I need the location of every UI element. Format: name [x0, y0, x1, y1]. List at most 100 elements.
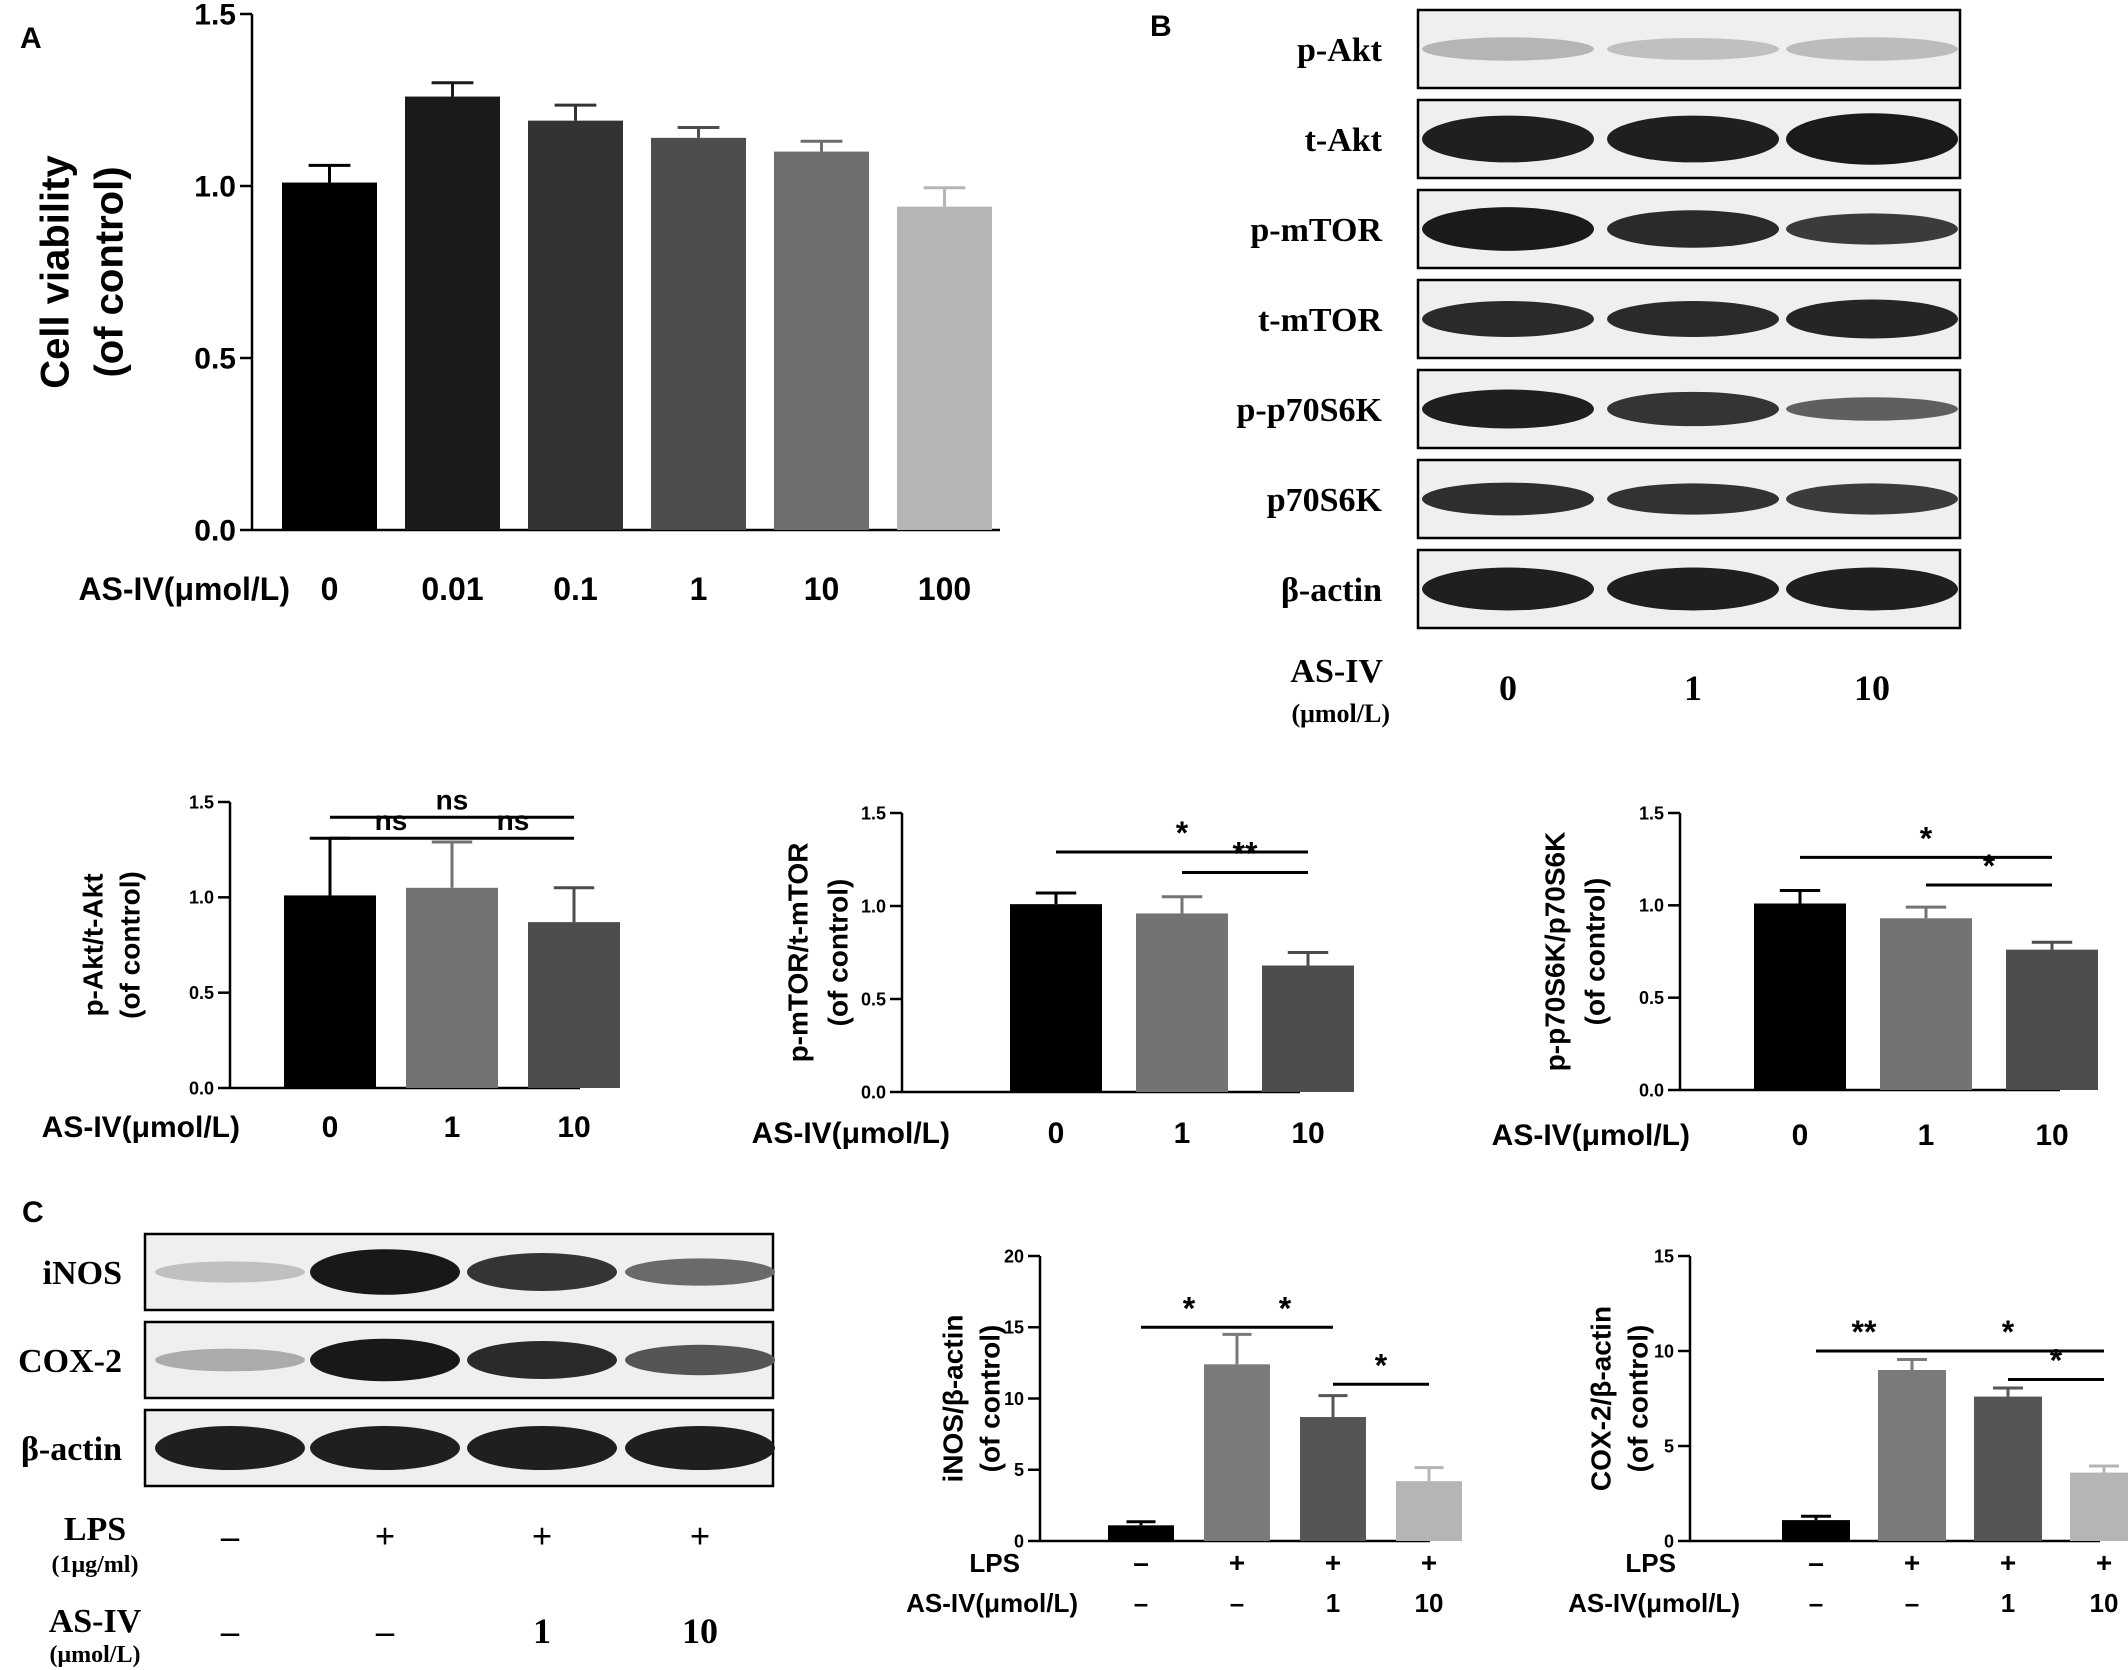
blot-band: [1422, 567, 1594, 611]
blot-band: [1786, 213, 1958, 245]
blot-c-as-iv-unit: (μmol/L): [50, 1642, 141, 1668]
blot-row-label: t-mTOR: [1258, 302, 1382, 339]
condition-value: +: [1325, 1547, 1341, 1578]
blot-band: [1607, 210, 1779, 248]
y-tick-label: 1.0: [189, 888, 214, 908]
condition-value: 10: [2090, 1588, 2119, 1618]
x-tick-label: 1: [1918, 1119, 1935, 1152]
bar: [528, 120, 623, 530]
condition-value: –: [1808, 1547, 1824, 1578]
x-tick-label: 0: [321, 571, 339, 607]
blot-c: iNOS COX-2 β-actin LPS (1μg/ml) AS-IV(μmol/L)…: [18, 1232, 775, 1668]
blot-c-lps-value: +: [690, 1516, 711, 1556]
y-tick-label: 15: [1654, 1246, 1674, 1266]
blot-row-label: t-Akt: [1305, 122, 1383, 159]
blot-band: [1786, 299, 1958, 339]
significance-label: **: [1852, 1314, 1877, 1350]
condition-value: +: [1421, 1547, 1437, 1578]
x-tick-label: 1: [444, 1111, 461, 1144]
y-axis-label: iNOS/β-actin: [937, 1315, 968, 1483]
condition-label-as-iv: AS-IV(μmol/L): [906, 1588, 1078, 1618]
bar: [1136, 913, 1228, 1092]
condition-label-lps: LPS: [969, 1548, 1020, 1578]
blot-c-as-iv-value: –: [220, 1611, 240, 1651]
panel-label-a: A: [20, 22, 42, 55]
y-axis-label: (of control): [1622, 1325, 1653, 1473]
condition-value: –: [1809, 1588, 1823, 1618]
blot-b-xlabel: AS-IV: [1290, 653, 1383, 690]
y-axis-label: COX-2/β-actin: [1585, 1306, 1616, 1491]
blot-band: [1607, 301, 1779, 337]
y-tick-label: 1.0: [194, 171, 236, 204]
significance-label: ns: [436, 784, 469, 815]
panel-label-b: B: [1150, 10, 1172, 43]
blot-band: [155, 1348, 305, 1372]
blot-band: [467, 1341, 617, 1379]
bar: [1878, 1370, 1946, 1541]
bar: [1754, 903, 1846, 1090]
bar: [1974, 1396, 2042, 1541]
condition-value: –: [1905, 1588, 1919, 1618]
blot-band: [1786, 567, 1958, 611]
blot-band: [155, 1261, 305, 1283]
significance-label: *: [2050, 1343, 2063, 1379]
bar: [284, 895, 376, 1088]
bar: [1880, 918, 1972, 1090]
blot-b-lane-label: 10: [1854, 668, 1890, 708]
bar: [2070, 1472, 2128, 1541]
condition-label-lps: LPS: [1625, 1548, 1676, 1578]
blot-band: [1422, 301, 1594, 337]
blot-row-label: β-actin: [21, 1431, 122, 1468]
blot-band: [1786, 397, 1958, 421]
y-tick-label: 1.5: [1639, 803, 1664, 823]
y-tick-label: 10: [1654, 1341, 1674, 1361]
condition-value: –: [1230, 1588, 1244, 1618]
x-tick-label: 10: [2035, 1119, 2068, 1152]
y-tick-label: 1.5: [189, 792, 214, 812]
blot-band: [1607, 567, 1779, 611]
blot-band: [625, 1425, 775, 1471]
x-tick-label: 0.01: [421, 571, 483, 607]
x-tick-label: 10: [557, 1111, 590, 1144]
significance-label: *: [1279, 1290, 1292, 1326]
x-axis-label: AS-IV(μmol/L): [1492, 1119, 1690, 1152]
blot-c-as-iv-value: 1: [533, 1611, 551, 1651]
y-tick-label: 1.5: [861, 803, 886, 823]
bar: [2006, 949, 2098, 1090]
blot-band: [1786, 37, 1958, 61]
x-tick-label: 1: [1174, 1117, 1191, 1150]
bar: [1262, 965, 1354, 1092]
y-axis-label: (of control): [822, 879, 853, 1027]
y-axis-label: (of control): [88, 166, 132, 377]
bar: [1396, 1481, 1462, 1541]
blot-c-as-iv-label: AS-IV: [49, 1603, 142, 1640]
y-tick-label: 0.0: [194, 515, 236, 548]
blot-row-label: p-mTOR: [1250, 212, 1382, 249]
bar: [897, 206, 992, 530]
y-tick-label: 1.5: [194, 0, 236, 32]
blot-c-lps-label: LPS: [64, 1511, 126, 1548]
chart-a: 0.0 0.5 1.0 1.5 Cell viability (of control) AS…: [34, 0, 1000, 607]
y-tick-label: 0.5: [194, 343, 236, 376]
blot-b-lane-label: 0: [1499, 668, 1517, 708]
y-tick-label: 0: [1664, 1531, 1674, 1551]
significance-label: *: [1983, 848, 1996, 884]
y-tick-label: 0: [1014, 1531, 1024, 1551]
x-tick-label: 10: [804, 571, 840, 607]
y-tick-label: 20: [1004, 1246, 1024, 1266]
x-tick-label: 0.1: [553, 571, 597, 607]
blot-b-lane-label: 1: [1684, 668, 1702, 708]
y-tick-label: 0.0: [189, 1078, 214, 1098]
blot-band: [467, 1253, 617, 1291]
x-tick-label: 1: [690, 571, 708, 607]
significance-label: *: [1920, 820, 1933, 856]
condition-value: –: [1133, 1547, 1149, 1578]
y-axis-label: p-p70S6K/p70S6K: [1539, 832, 1570, 1072]
y-axis-label: (of control): [974, 1325, 1005, 1473]
chart-b2: 0.0 0.5 1.0 1.5 p-mTOR/t-mTOR (of control) AS-…: [752, 803, 1354, 1150]
blot-band: [467, 1425, 617, 1471]
y-tick-label: 0.5: [189, 983, 214, 1003]
condition-label-as-iv: AS-IV(μmol/L): [1568, 1588, 1740, 1618]
